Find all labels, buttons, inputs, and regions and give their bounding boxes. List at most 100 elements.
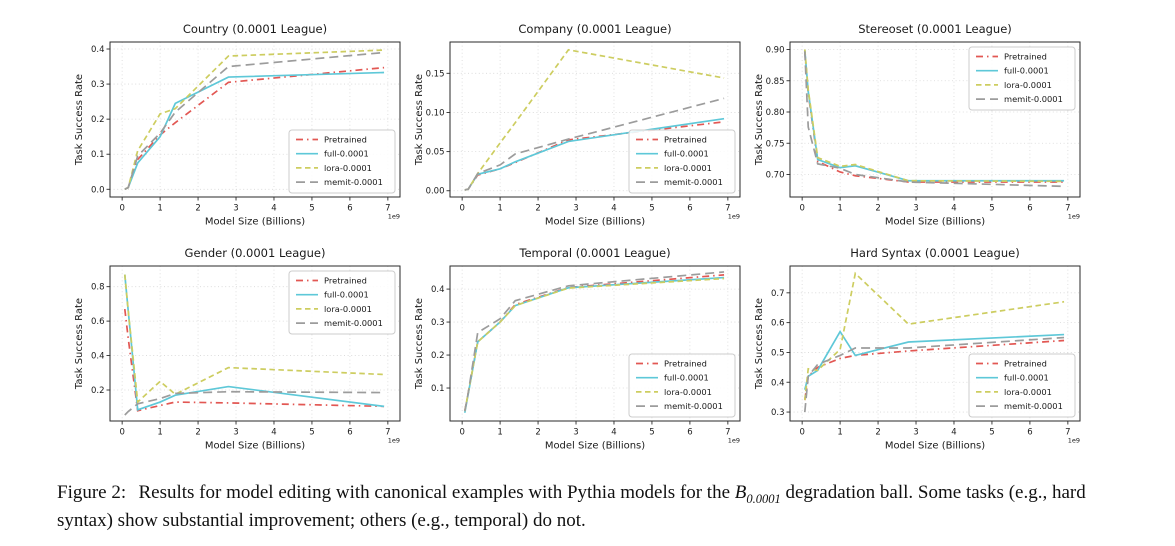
legend-label: Pretrained: [664, 359, 707, 369]
y-tick-label: 0.3: [431, 318, 445, 328]
x-tick-label: 0: [799, 204, 804, 214]
legend-label: memit-0.0001: [664, 177, 723, 187]
axes-box: [109, 265, 401, 422]
caption-label: Figure 2:: [57, 482, 127, 503]
y-tick-label: 0.85: [766, 77, 785, 87]
x-axis-label: Model Size (Billions): [885, 441, 985, 452]
y-tick-label: 0.1: [431, 384, 445, 394]
x-tick-label: 5: [989, 428, 994, 438]
legend-label: full-0.0001: [324, 290, 369, 300]
y-axis-label: Task Success Rate: [74, 298, 85, 390]
x-axis-offset: 1e9: [728, 213, 740, 221]
chart-svg: 0 1 2 3 4 5 6 7 0.1 0.2 0.3 0.4 1e9 Temporal (0.0001 …: [414, 246, 741, 452]
x-tick-label: 5: [309, 428, 314, 438]
legend-label: lora-0.0001: [324, 163, 372, 173]
x-tick-label: 2: [875, 428, 880, 438]
series-line-2: [803, 49, 1065, 183]
x-tick-label: 6: [1027, 428, 1032, 438]
y-tick-label: 0.2: [91, 386, 105, 396]
x-tick-label: 0: [459, 428, 464, 438]
x-axis-label: Model Size (Billions): [545, 217, 645, 228]
x-tick-label: 2: [195, 204, 200, 214]
axes-box: [789, 41, 1081, 198]
legend-label: full-0.0001: [664, 149, 709, 159]
legend-label: full-0.0001: [664, 373, 709, 383]
y-axis-label: Task Success Rate: [414, 74, 425, 166]
legend-label: full-0.0001: [1004, 66, 1049, 76]
legend-label: memit-0.0001: [664, 401, 723, 411]
series-line-1: [803, 50, 1065, 182]
x-tick-label: 0: [459, 204, 464, 214]
x-tick-label: 7: [385, 204, 390, 214]
x-tick-label: 1: [837, 428, 842, 438]
y-tick-label: 0.8: [91, 283, 105, 293]
x-tick-label: 3: [573, 204, 578, 214]
x-axis-label: Model Size (Billions): [205, 217, 305, 228]
x-tick-label: 3: [233, 428, 238, 438]
legend-label: Pretrained: [1004, 359, 1047, 369]
y-tick-label: 0.4: [91, 45, 105, 55]
legend: Pretrained full-0.0001 lora-0.0001 memit-0.…: [968, 46, 1076, 111]
series-line-0: [803, 339, 1065, 401]
chart-temporal: 0 1 2 3 4 5 6 7 0.1 0.2 0.3 0.4 1e9 Temporal (0.0001 …: [412, 234, 752, 456]
chart-stereoset: 0 1 2 3 4 5 6 7 0.70 0.75 0.80 0.85 0.90 1e9 Stereoset…: [752, 10, 1092, 232]
chart-company: 0 1 2 3 4 5 6 7 0.00 0.05 0.10 0.15 1e9 Company (0.00…: [412, 10, 752, 232]
x-tick-label: 4: [951, 428, 956, 438]
chart-title: Country (0.0001 League): [183, 22, 327, 36]
x-tick-label: 1: [837, 204, 842, 214]
x-tick-label: 4: [611, 204, 616, 214]
legend-label: memit-0.0001: [1004, 94, 1063, 104]
series-line-2: [803, 271, 1065, 401]
y-tick-label: 0.15: [426, 69, 445, 79]
y-tick-label: 0.70: [766, 171, 785, 181]
x-tick-label: 7: [725, 204, 730, 214]
x-tick-label: 6: [687, 204, 692, 214]
x-tick-label: 4: [271, 204, 276, 214]
x-tick-label: 0: [119, 204, 124, 214]
legend-label: Pretrained: [1004, 52, 1047, 62]
x-tick-label: 2: [535, 428, 540, 438]
x-tick-label: 1: [157, 428, 162, 438]
x-tick-label: 0: [799, 428, 804, 438]
x-tick-label: 2: [195, 428, 200, 438]
chart-title: Stereoset (0.0001 League): [858, 22, 1012, 36]
x-tick-label: 3: [913, 204, 918, 214]
x-tick-label: 3: [233, 204, 238, 214]
y-tick-label: 0.10: [426, 108, 445, 118]
chart-hard-syntax: 0 1 2 3 4 5 6 7 0.3 0.4 0.5 0.6 0.7 1e9 Hard Syntax (0…: [752, 234, 1092, 456]
x-tick-label: 7: [1065, 204, 1070, 214]
x-axis-label: Model Size (Billions): [885, 217, 985, 228]
legend-label: lora-0.0001: [664, 163, 712, 173]
y-tick-label: 0.05: [426, 148, 445, 158]
legend-label: Pretrained: [324, 135, 367, 145]
chart-svg: 0 1 2 3 4 5 6 7 0.3 0.4 0.5 0.6 0.7 1e9 Hard Syntax (0…: [754, 246, 1081, 452]
axes-box: [449, 265, 741, 422]
figure-caption: Figure 2: Results for model editing with …: [57, 480, 1129, 534]
y-tick-label: 0.90: [766, 46, 785, 56]
math-symbol: B0.0001: [734, 482, 781, 506]
x-axis-label: Model Size (Billions): [205, 441, 305, 452]
legend-label: full-0.0001: [1004, 373, 1049, 383]
y-axis-label: Task Success Rate: [754, 298, 765, 390]
x-tick-label: 7: [725, 428, 730, 438]
y-axis-label: Task Success Rate: [754, 74, 765, 166]
math-subscript: 0.0001: [746, 491, 781, 506]
x-tick-label: 6: [687, 428, 692, 438]
legend-label: Pretrained: [324, 276, 367, 286]
y-tick-label: 0.4: [771, 378, 785, 388]
chart-svg: 0 1 2 3 4 5 6 7 0.00 0.05 0.10 0.15 1e9 Company (0.00…: [414, 22, 741, 228]
y-tick-label: 0.6: [91, 317, 105, 327]
legend-label: lora-0.0001: [1004, 80, 1052, 90]
x-tick-label: 1: [497, 428, 502, 438]
y-tick-label: 0.7: [771, 289, 785, 299]
legend: Pretrained full-0.0001 lora-0.0001 memit-0.…: [628, 353, 736, 418]
x-tick-label: 5: [649, 204, 654, 214]
caption-text-after: degradation ball. Some tasks (e.g., hard…: [57, 482, 1086, 531]
series-line-3: [803, 51, 1065, 188]
series-line-0: [803, 51, 1065, 183]
x-tick-label: 4: [271, 428, 276, 438]
x-axis-offset: 1e9: [388, 213, 400, 221]
chart-title: Temporal (0.0001 League): [518, 246, 670, 260]
x-tick-label: 4: [951, 204, 956, 214]
